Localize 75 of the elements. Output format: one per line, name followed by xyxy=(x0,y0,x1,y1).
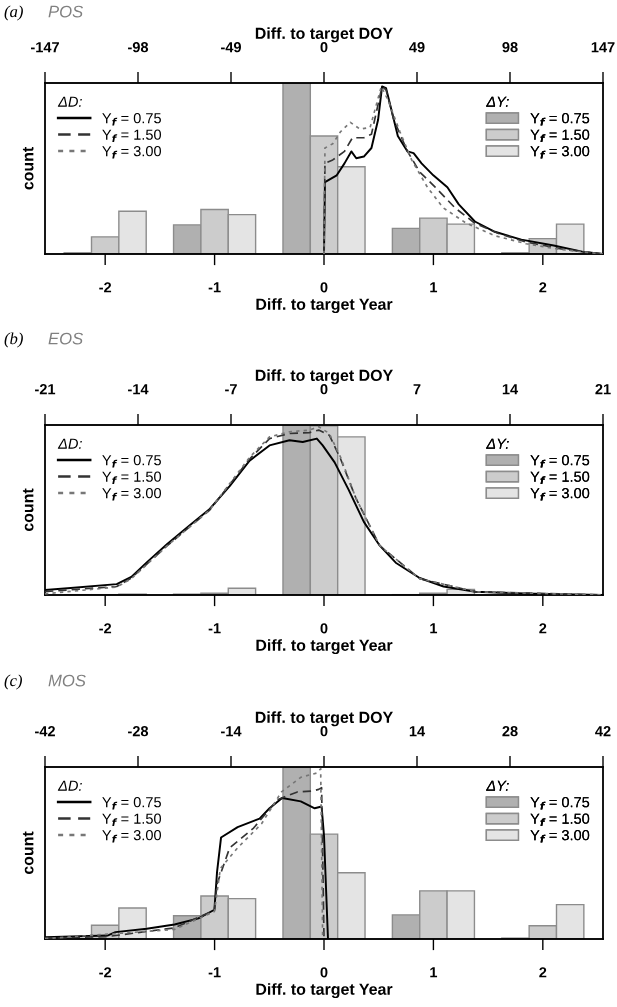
legend-label: Y$_{f}$ = 1.50 xyxy=(102,129,162,143)
x-tick-label: 2 xyxy=(539,623,547,634)
legend-label: Y$_{f}$ = 3.00 xyxy=(530,488,590,501)
legend-label: Y$_{f}$ = 3.00 xyxy=(102,146,162,159)
x-tick-label: -1 xyxy=(208,282,221,293)
x-tick-label: -2 xyxy=(99,623,112,634)
x2-axis-title: Diff. to target DOY xyxy=(255,369,393,385)
x2-tick-label: 49 xyxy=(409,42,425,53)
y-axis-title: count xyxy=(22,831,34,875)
x-axis-title: Diff. to target Year xyxy=(256,639,393,655)
x-tick-label: 1 xyxy=(430,282,438,293)
x2-axis-title: Diff. to target DOY xyxy=(255,711,393,727)
x2-tick-label: 42 xyxy=(595,726,611,737)
x-tick-label: 2 xyxy=(539,967,547,978)
text: ΔY: xyxy=(486,96,509,107)
x2-tick-label: 21 xyxy=(595,384,611,395)
x-tick-label: 0 xyxy=(320,282,328,293)
text: ΔY: xyxy=(486,780,509,791)
legend-label: Y$_{f}$ = 0.75 xyxy=(102,113,161,126)
x2-tick-label: -147 xyxy=(30,42,59,53)
y-axis-title: count xyxy=(22,488,34,532)
x-tick-label: 1 xyxy=(430,967,438,978)
legend-label: Y$_{f}$ = 3.00 xyxy=(530,146,590,159)
x2-tick-label: -7 xyxy=(225,384,237,395)
x2-tick-label: -49 xyxy=(221,42,241,53)
x-axis-title: Diff. to target Year xyxy=(256,983,393,999)
x2-tick-label: 98 xyxy=(502,42,518,53)
x2-tick-label: 0 xyxy=(320,726,328,737)
legend-label: Y$_{f}$ = 1.50 xyxy=(530,129,590,143)
chart-title: (c) xyxy=(4,674,22,690)
legend-label: Y$_{f}$ = 0.75 xyxy=(530,113,590,126)
x2-tick-label: 14 xyxy=(502,384,519,395)
x2-tick-label: -42 xyxy=(35,726,55,737)
x-tick-label: -2 xyxy=(99,967,112,978)
text: ΔD: xyxy=(57,438,82,449)
x-tick-label: 1 xyxy=(430,623,438,634)
legend-label: Y$_{f}$ = 3.00 xyxy=(530,830,590,843)
chart-subtitle: MOS xyxy=(48,674,86,687)
x2-tick-label: -14 xyxy=(128,384,149,395)
text: ΔD: xyxy=(57,780,82,791)
x-tick-label: -1 xyxy=(208,623,221,634)
chart-title: (a) xyxy=(4,5,23,21)
x2-tick-label: 0 xyxy=(320,42,328,53)
legend-label: Y$_{f}$ = 0.75 xyxy=(102,797,161,810)
x-tick-label: -2 xyxy=(99,282,112,293)
x2-tick-label: -28 xyxy=(128,726,149,737)
x2-tick-label: 0 xyxy=(320,384,328,395)
x2-tick-label: 147 xyxy=(591,42,615,53)
x2-tick-label: 14 xyxy=(409,726,426,737)
legend-label: Y$_{f}$ = 3.00 xyxy=(102,488,162,501)
x2-tick-label: -21 xyxy=(35,384,56,395)
legend-label: Y$_{f}$ = 0.75 xyxy=(102,455,161,468)
legend-label: Y$_{f}$ = 1.50 xyxy=(102,813,162,827)
y-axis-title: count xyxy=(22,146,34,190)
x-tick-label: 2 xyxy=(539,282,547,293)
legend-label: Y$_{f}$ = 1.50 xyxy=(530,813,590,827)
chart-subtitle: POS xyxy=(48,5,84,18)
legend-label: Y$_{f}$ = 0.75 xyxy=(530,797,590,810)
x2-tick-label: -14 xyxy=(221,726,242,737)
x2-tick-label: 7 xyxy=(413,384,421,395)
x2-tick-label: 28 xyxy=(502,726,518,737)
chart-title: (b) xyxy=(4,332,23,348)
legend-label: Y$_{f}$ = 3.00 xyxy=(102,830,162,843)
x-tick-label: -1 xyxy=(208,967,221,978)
legend-label: Y$_{f}$ = 0.75 xyxy=(530,455,590,468)
x-tick-label: 0 xyxy=(320,967,328,978)
x2-tick-label: -98 xyxy=(128,42,149,53)
x2-axis-title: Diff. to target DOY xyxy=(255,27,393,43)
text: ΔY: xyxy=(486,438,509,449)
text: ΔD: xyxy=(57,96,82,107)
legend-label: Y$_{f}$ = 1.50 xyxy=(530,471,590,485)
chart-subtitle: EOS xyxy=(48,332,84,345)
x-axis-title: Diff. to target Year xyxy=(256,298,393,314)
x-tick-label: 0 xyxy=(320,623,328,634)
legend-label: Y$_{f}$ = 1.50 xyxy=(102,471,162,485)
